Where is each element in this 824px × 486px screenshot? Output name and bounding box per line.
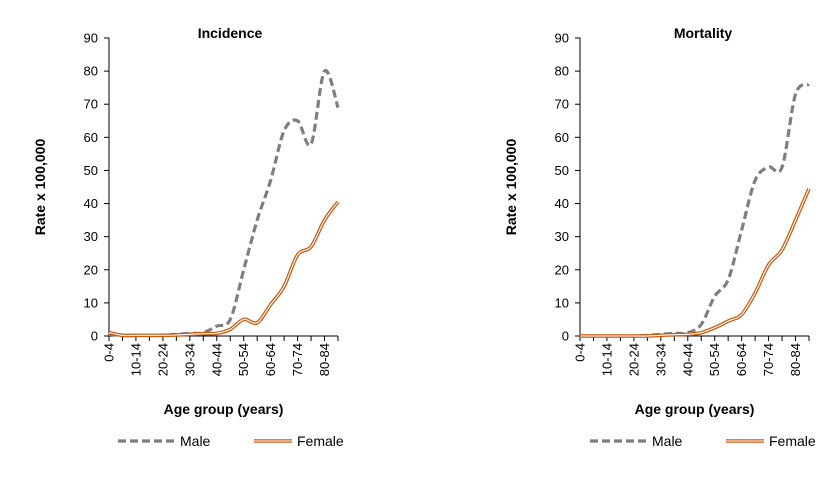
chart-1-series-female-line <box>108 200 340 338</box>
chart-1-legend-female-label: Female <box>297 433 344 449</box>
chart-1-x-tick-label: 20-24 <box>155 343 170 376</box>
chart-1-y-tick-label: 90 <box>84 31 98 46</box>
chart-2-x-tick-label: 70-74 <box>761 343 776 376</box>
chart-2-y-axis-title: Rate x 100,000 <box>503 139 519 236</box>
chart-2-y-tick-label: 10 <box>555 295 569 310</box>
chart-2-x-tick-label: 10-14 <box>599 343 614 376</box>
chart-1-series-male-line <box>108 69 340 338</box>
chart-1-x-tick-label: 10-14 <box>128 343 143 376</box>
chart-2-y-tick-label: 60 <box>555 130 569 145</box>
chart-1-x-tick-label: 60-64 <box>263 343 278 376</box>
chart-2-y-tick-label: 20 <box>555 262 569 277</box>
chart-1-y-tick-label: 0 <box>91 329 98 344</box>
chart-1-x-tick-label: 30-34 <box>182 343 197 376</box>
chart-2-x-tick-label: 0-4 <box>573 343 588 362</box>
chart-1-y-tick-label: 80 <box>84 64 98 79</box>
chart-1-y-axis-title: Rate x 100,000 <box>32 139 48 236</box>
chart-2-y-tick-label: 70 <box>555 97 569 112</box>
chart-1-y-tick-label: 10 <box>84 295 98 310</box>
chart-1-title: Incidence <box>198 25 263 41</box>
chart-2-x-tick-label: 50-54 <box>707 343 722 376</box>
chart-1-x-tick-label: 70-74 <box>290 343 305 376</box>
chart-2-series-male-line <box>580 82 810 338</box>
chart-2-title: Mortality <box>674 25 733 41</box>
chart-2-x-tick-label: 20-24 <box>626 343 641 376</box>
chart-2-y-tick-label: 40 <box>555 196 569 211</box>
chart-2-x-tick-label: 40-44 <box>680 343 695 376</box>
chart-2-series-female-line-inner <box>580 188 810 337</box>
chart-2-x-tick-label: 60-64 <box>734 343 749 376</box>
chart-1-x-axis-title: Age group (years) <box>164 401 284 417</box>
chart-2-y-tick-label: 30 <box>555 229 569 244</box>
chart-1-y-tick-label: 60 <box>84 130 98 145</box>
chart-1-series-female-line-inner <box>108 201 339 337</box>
chart-2-legend-male-label: Male <box>652 433 683 449</box>
chart-2-y-tick-label: 90 <box>555 31 569 46</box>
chart-2-x-tick-label: 80-84 <box>788 343 803 376</box>
chart-1-y-tick-label: 30 <box>84 229 98 244</box>
chart-1-x-tick-label: 50-54 <box>236 343 251 376</box>
chart-2-y-tick-label: 80 <box>555 64 569 79</box>
chart-2-x-axis-title: Age group (years) <box>635 401 755 417</box>
chart-1-y-tick-label: 40 <box>84 196 98 211</box>
chart-2-y-tick-label: 50 <box>555 163 569 178</box>
chart-1-y-tick-label: 20 <box>84 262 98 277</box>
chart-2-y-tick-label: 0 <box>562 329 569 344</box>
chart-2-series-female-line <box>580 187 811 338</box>
chart-2-legend-female-label: Female <box>769 433 816 449</box>
chart-1-y-tick-label: 50 <box>84 163 98 178</box>
chart-1-y-tick-label: 70 <box>84 97 98 112</box>
chart-1-x-tick-label: 40-44 <box>209 343 224 376</box>
chart-1-legend-male-label: Male <box>180 433 211 449</box>
chart-1-x-tick-label: 0-4 <box>102 343 117 362</box>
chart-1-x-tick-label: 80-84 <box>317 343 332 376</box>
chart-2-x-tick-label: 30-34 <box>653 343 668 376</box>
